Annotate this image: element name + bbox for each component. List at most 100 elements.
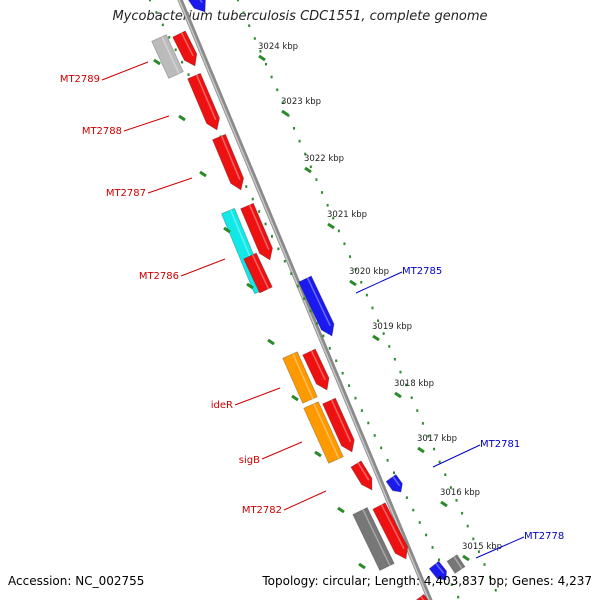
track-dot (405, 383, 408, 387)
track-dot (433, 447, 436, 451)
gene-arrow (302, 348, 330, 391)
track-dot (298, 139, 301, 143)
track-dot (309, 309, 312, 313)
track-dot (242, 11, 245, 15)
track-dot (315, 178, 318, 181)
track-dot (360, 409, 363, 412)
tick-mark (358, 562, 366, 570)
track-dot (168, 36, 171, 39)
track-dot (287, 114, 290, 117)
track-dot (457, 595, 460, 599)
tick-label: 3015 kbp (462, 542, 502, 552)
label-leader-line (123, 115, 170, 132)
track-dot (367, 421, 370, 425)
tick-mark (327, 222, 335, 230)
track-dot (455, 499, 458, 502)
track-dot (161, 23, 164, 27)
track-dot (466, 524, 469, 528)
track-dot (365, 293, 368, 297)
gene-highlight (310, 350, 326, 381)
tick-mark (337, 506, 345, 514)
track-dot (377, 319, 380, 323)
track-dot (187, 73, 190, 76)
track-dot (304, 152, 307, 156)
gene-highlight (248, 204, 270, 250)
track-dot (427, 434, 430, 438)
gene-highlight (306, 277, 331, 327)
track-dot (337, 229, 340, 233)
gene-label: sigB (239, 455, 260, 466)
track-dot (293, 127, 296, 130)
tick-mark (314, 450, 322, 458)
track-dot (412, 508, 415, 512)
gene-arrow (428, 560, 447, 581)
label-leader-line (261, 441, 303, 460)
track-dot (303, 297, 306, 300)
tick-label: 3017 kbp (417, 434, 457, 444)
gene-arrow (187, 0, 206, 13)
tick-mark (267, 338, 275, 346)
track-dot (265, 62, 268, 66)
track-dot (360, 280, 363, 284)
track-dot (393, 357, 396, 361)
track-dot (461, 511, 464, 515)
gene-label: ideR (211, 400, 233, 411)
tick-label: 3024 kbp (258, 42, 298, 52)
track-dot (321, 191, 324, 194)
track-dot (489, 576, 492, 579)
gene-highlight (180, 32, 194, 57)
track-dot (349, 255, 352, 258)
gene-highlight (313, 403, 340, 460)
gene-highlight (220, 135, 241, 180)
gene-arrow (243, 252, 273, 294)
gene-highlight (420, 596, 425, 600)
gene-arrow (240, 202, 273, 261)
label-leader-line (355, 271, 403, 294)
track-dot (322, 334, 325, 338)
tick-mark (199, 170, 207, 178)
tick-mark (258, 54, 266, 62)
tick-label: 3018 kbp (394, 379, 434, 389)
track-dot (371, 306, 374, 310)
track-dot (382, 332, 385, 335)
tick-mark (291, 394, 299, 402)
track-dot (309, 165, 312, 169)
track-dot (388, 345, 391, 348)
tick-mark (153, 58, 161, 66)
track-dot (251, 197, 254, 201)
topology-label: Topology: circular; Length: 4,403,837 bp… (262, 574, 592, 588)
track-dot (237, 0, 239, 2)
track-dot (343, 242, 346, 246)
track-dot (181, 60, 184, 64)
track-dot (449, 486, 452, 489)
gene-highlight (161, 36, 180, 75)
label-leader-line (101, 61, 149, 81)
tick-mark (178, 114, 186, 122)
gene-label: MT2782 (242, 505, 282, 516)
tick-mark (417, 446, 425, 454)
track-dot (248, 24, 251, 27)
gene-label: MT2786 (139, 271, 179, 282)
gene-label: MT2788 (82, 126, 122, 137)
gene-arrow (211, 133, 245, 191)
track-dot (354, 396, 357, 400)
track-dot (296, 284, 299, 288)
gene-arrow (372, 502, 409, 560)
gene-label: MT2778 (524, 531, 564, 542)
track-dot (264, 222, 267, 226)
gene-highlight (330, 399, 352, 443)
gene-arrow (352, 506, 395, 572)
track-dot (450, 583, 453, 587)
gene-label: MT2785 (402, 266, 442, 277)
track-dot (315, 322, 318, 325)
tick-mark (304, 166, 312, 174)
track-dot (283, 259, 286, 263)
track-dot (494, 588, 497, 592)
track-dot (276, 88, 279, 92)
tick-mark (394, 391, 402, 399)
gene-highlight (195, 74, 217, 120)
gene-arrow (446, 554, 466, 574)
track-dot (421, 422, 424, 425)
label-leader-line (432, 444, 481, 468)
